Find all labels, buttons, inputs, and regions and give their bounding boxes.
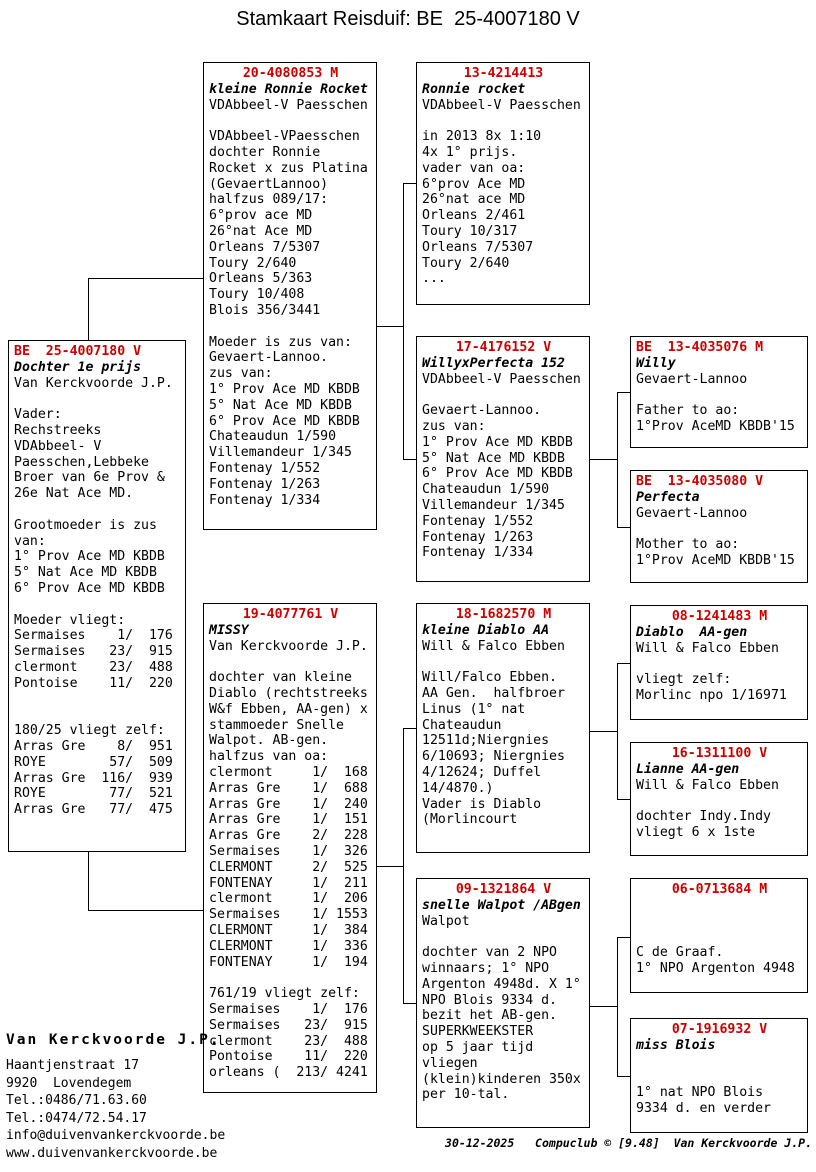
pigeon-details: C de Graaf. 1° NPO Argenton 4948 (636, 945, 795, 976)
ring-number: 20-4080853 M (242, 66, 339, 81)
pigeon-details: VDAbbeel-V Paesschen in 2013 8x 1:10 4x … (422, 97, 581, 287)
connector-line (403, 459, 416, 460)
pigeon-name: Willy (636, 355, 676, 371)
pedigree-box-grandfather-paternal: 13-4214413 Ronnie rocket VDAbbeel-V Paes… (416, 62, 590, 305)
pedigree-box-grandmother-paternal: 17-4176152 V WillyxPerfecta 152 VDAbbeel… (416, 336, 590, 582)
pedigree-box-grandfather-maternal: 18-1682570 M kleine Diablo AA Will & Fal… (416, 603, 590, 853)
connector-line (403, 183, 416, 184)
ring-number: 13-4214413 (463, 66, 544, 81)
owner-email: info@duivenvankerckvoorde.be (6, 1128, 226, 1143)
connector-line (403, 1003, 416, 1004)
ring-number: 17-4176152 V (455, 340, 552, 355)
ring-number: BE 13-4035080 V (636, 474, 764, 489)
pigeon-name (636, 898, 803, 914)
connector-line (590, 1006, 617, 1007)
pedigree-box-greatgrandmother-mm: 07-1916932 V miss Blois 1° nat NPO Blois… (630, 1018, 808, 1133)
ring-number: BE 13-4035076 M (636, 340, 764, 355)
pigeon-details: Will & Falco Ebben vliegt zelf: Morlinc … (636, 640, 787, 703)
connector-line (617, 937, 618, 1076)
connector-line (88, 910, 203, 911)
connector-line (617, 527, 630, 528)
ring-number: 19-4077761 V (242, 607, 339, 622)
pigeon-details: Walpot dochter van 2 NPO winnaars; 1° NP… (422, 913, 581, 1103)
ring-number: 06-0713684 M (671, 882, 768, 897)
pigeon-name: Diablo AA-gen (636, 624, 748, 640)
pedigree-box-greatgrandfather-mm: 06-0713684 M C de Graaf. 1° NPO Argenton… (630, 878, 808, 993)
connector-line (590, 731, 617, 732)
pedigree-box-subject: BE 25-4007180 V Dochter 1e prijs Van Ker… (8, 340, 186, 852)
pedigree-box-greatgrandfather-mf: 08-1241483 M Diablo AA-gen Will & Falco … (630, 605, 808, 720)
connector-line (377, 326, 403, 327)
connector-line (617, 663, 618, 799)
connector-line (403, 183, 404, 459)
owner-address-line: 9920 Lovendegem (6, 1075, 132, 1091)
connector-line (617, 937, 630, 938)
pigeon-name: kleine Diablo AA (422, 622, 550, 638)
pigeon-name: snelle Walpot /ABgen (422, 897, 581, 913)
connector-line (617, 663, 630, 664)
pigeon-details: Will & Falco Ebben Will/Falco Ebben. AA … (422, 638, 565, 828)
pigeon-details: Van Kerckvoorde J.P. dochter van kleine … (209, 638, 368, 1081)
pigeon-name: Lianne AA-gen (636, 761, 740, 777)
pedigree-box-grandmother-maternal: 09-1321864 V snelle Walpot /ABgen Walpot… (416, 878, 590, 1128)
owner-address-line: Haantjenstraat 17 (6, 1058, 140, 1073)
owner-name: Van Kerckvoorde J.P. (6, 1032, 221, 1048)
pedigree-box-mother: 19-4077761 V MISSY Van Kerckvoorde J.P. … (203, 603, 377, 1093)
ring-number: 16-1311100 V (671, 746, 768, 761)
pedigree-box-father: 20-4080853 M kleine Ronnie Rocket VDAbbe… (203, 62, 377, 530)
connector-line (617, 392, 630, 393)
connector-line (617, 1076, 630, 1077)
pigeon-name: Ronnie rocket (422, 81, 526, 97)
connector-line (403, 728, 404, 1003)
pigeon-details: Gevaert-Lannoo Mother to ao: 1°Prov AceM… (636, 505, 795, 568)
ring-number: 09-1321864 V (455, 882, 552, 897)
pigeon-name: kleine Ronnie Rocket (209, 81, 368, 97)
pigeon-details: VDAbbeel-V Paesschen VDAbbeel-VPaesschen… (209, 97, 368, 508)
pedigree-box-greatgrandmother-mf: 16-1311100 V Lianne AA-gen Will & Falco … (630, 742, 808, 856)
owner-phone: Tel.:0474/72.54.17 (6, 1110, 147, 1126)
pigeon-name: MISSY (209, 622, 249, 638)
print-info: 30-12-2025 Compuclub © [9.48] Van Kerckv… (445, 1136, 812, 1150)
pigeon-details: 1° nat NPO Blois 9334 d. en verder (636, 1085, 771, 1116)
pigeon-details: Will & Falco Ebben dochter Indy.Indy vli… (636, 777, 779, 840)
connector-line (88, 278, 89, 340)
connector-line (377, 866, 403, 867)
pigeon-details: VDAbbeel-V Paesschen Gevaert-Lannoo. zus… (422, 371, 581, 561)
pedigree-box-greatgrandfather-fm: BE 13-4035076 M Willy Gevaert-Lannoo Fat… (630, 336, 808, 448)
ring-number: 07-1916932 V (671, 1022, 768, 1037)
connector-line (403, 728, 416, 729)
connector-line (617, 392, 618, 527)
pigeon-details: Gevaert-Lannoo Father to ao: 1°Prov AceM… (636, 371, 795, 434)
connector-line (617, 799, 630, 800)
pigeon-name: Dochter 1e prijs (14, 359, 142, 375)
connector-line (88, 278, 203, 279)
pigeon-name: Perfecta (636, 489, 700, 505)
pedigree-box-greatgrandmother-fm: BE 13-4035080 V Perfecta Gevaert-Lannoo … (630, 470, 808, 583)
connector-line (88, 852, 89, 910)
owner-website: www.duivenvankerckvoorde.be (6, 1145, 218, 1161)
pigeon-details: Van Kerckvoorde J.P. Vader: Rechstreeks … (14, 375, 173, 818)
pigeon-name: WillyxPerfecta 152 (422, 355, 565, 371)
owner-contact-block: Van Kerckvoorde J.P. Haantjenstraat 17 9… (6, 1032, 225, 1162)
ring-number: 18-1682570 M (455, 607, 552, 622)
owner-phone: Tel.:0486/71.63.60 (6, 1093, 147, 1108)
connector-line (590, 459, 617, 460)
ring-number: 08-1241483 M (671, 609, 768, 624)
ring-number: BE 25-4007180 V (14, 344, 142, 359)
page-title: Stamkaart Reisduif: BE 25-4007180 V (236, 8, 580, 30)
pigeon-name: miss Blois (636, 1037, 716, 1053)
